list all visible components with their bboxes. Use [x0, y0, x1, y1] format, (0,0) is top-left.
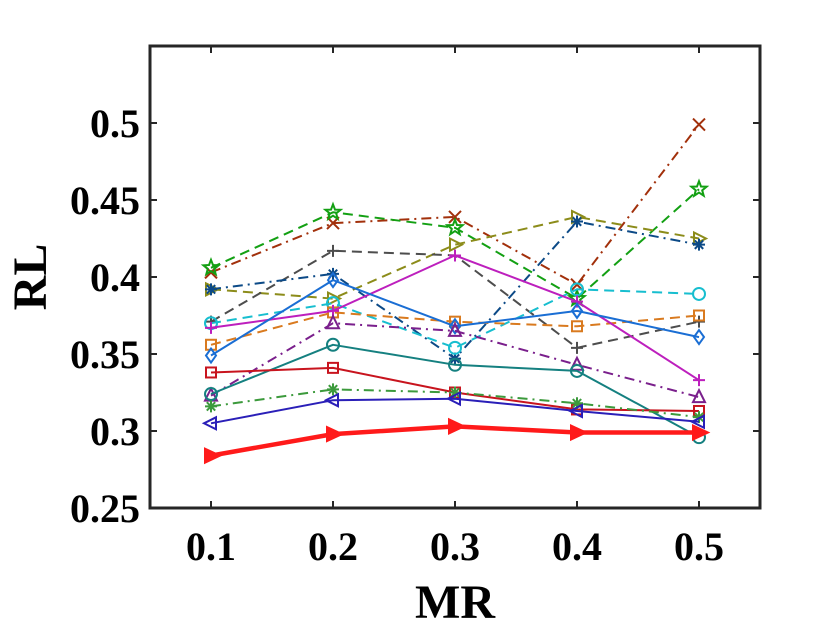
data-point — [692, 423, 711, 442]
data-point — [205, 283, 217, 296]
data-point — [693, 315, 705, 328]
data-point — [205, 400, 217, 413]
x-tick-label: 0.3 — [430, 524, 480, 569]
data-point — [692, 117, 706, 132]
y-tick-label: 0.25 — [70, 486, 140, 531]
y-tick-label: 0.45 — [70, 178, 140, 223]
data-point — [448, 317, 462, 336]
y-tick-label: 0.5 — [90, 101, 140, 146]
data-point — [201, 415, 217, 431]
data-point — [688, 178, 710, 199]
data-point — [571, 320, 583, 333]
data-point — [200, 257, 222, 277]
data-point — [570, 282, 584, 297]
data-point — [327, 361, 339, 374]
data-point — [449, 237, 465, 253]
series-line — [210, 279, 700, 357]
data-point — [204, 346, 218, 365]
data-point — [327, 244, 339, 257]
y-axis-label: RL — [4, 244, 57, 311]
series-series-8 — [205, 249, 705, 387]
data-point — [322, 201, 344, 222]
x-axis-label: MR — [415, 576, 496, 629]
series-line — [210, 215, 700, 300]
tick-layer: 0.1 0.2 0.3 0.4 0.5 0.25 0.3 0.35 0.4 0.45 0.5 — [70, 46, 760, 569]
series-line — [210, 322, 700, 399]
series-line — [210, 188, 700, 300]
data-point — [571, 295, 583, 308]
data-point — [204, 447, 223, 465]
data-point — [693, 238, 705, 251]
x-tick-label: 0.4 — [552, 524, 602, 569]
data-point — [570, 363, 584, 378]
data-point — [691, 387, 707, 404]
data-point — [693, 309, 705, 322]
data-point — [205, 366, 217, 379]
data-point — [689, 414, 705, 430]
data-point — [326, 271, 340, 289]
series-series-9 — [204, 271, 706, 365]
data-point — [205, 321, 217, 334]
data-point — [692, 328, 706, 346]
y-tick-label: 0.35 — [70, 332, 140, 377]
data-point — [327, 383, 339, 396]
x-tick-label: 0.5 — [674, 524, 724, 569]
data-point — [204, 387, 218, 402]
data-point — [448, 340, 462, 355]
y-tick-label: 0.3 — [90, 409, 140, 454]
data-point — [693, 374, 705, 387]
data-point — [567, 403, 583, 419]
data-point — [693, 411, 705, 424]
data-point — [449, 386, 461, 399]
series-line — [210, 397, 700, 425]
data-point — [571, 397, 583, 410]
series-series-2 — [200, 178, 710, 308]
data-point — [448, 357, 462, 372]
data-point — [569, 355, 585, 371]
series-layer — [200, 117, 711, 465]
data-point — [692, 286, 706, 301]
data-point — [445, 391, 461, 407]
data-point — [447, 321, 463, 337]
data-point — [444, 216, 466, 237]
data-point — [323, 392, 339, 408]
data-point — [571, 341, 583, 354]
x-tick-label: 0.1 — [186, 524, 236, 569]
data-point — [570, 302, 584, 320]
data-point — [326, 337, 340, 352]
data-point — [571, 215, 583, 228]
data-point — [449, 249, 461, 262]
series-series-13 — [205, 383, 705, 424]
series-line — [210, 288, 700, 349]
series-series-15 — [204, 417, 711, 465]
x-tick-label: 0.2 — [308, 524, 358, 569]
series-line — [210, 343, 700, 439]
plot-area — [150, 46, 760, 508]
data-point — [448, 417, 467, 435]
data-point — [325, 313, 341, 330]
data-point — [326, 425, 345, 443]
series-series-14 — [201, 391, 705, 431]
data-point — [570, 423, 589, 442]
y-tick-label: 0.4 — [90, 255, 140, 300]
